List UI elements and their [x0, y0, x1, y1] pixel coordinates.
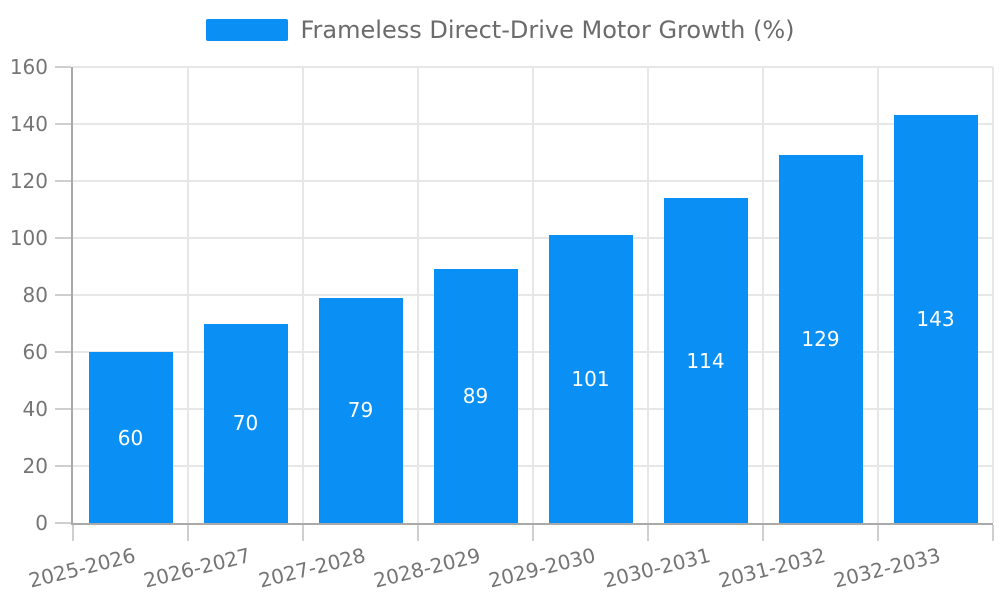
y-tick	[55, 351, 71, 353]
x-tick-label: 2029-2030	[486, 543, 599, 593]
bar: 129	[778, 155, 863, 523]
plot-area: 0 20 40 60 80 100 120 140 160 60 70 79 89 101 114 129 14…	[10, 56, 994, 593]
y-gridline	[73, 408, 993, 410]
y-gridline	[73, 465, 993, 467]
y-tick	[55, 180, 71, 182]
bar: 114	[663, 198, 748, 523]
x-tick	[72, 525, 74, 541]
y-gridline	[73, 66, 993, 68]
y-tick	[55, 66, 71, 68]
y-gridline	[73, 237, 993, 239]
bar-value-label: 101	[571, 367, 610, 392]
y-tick	[55, 522, 71, 524]
bar: 89	[433, 269, 518, 523]
bar-value-label: 143	[916, 307, 955, 332]
bar: 143	[893, 115, 978, 523]
x-tick	[187, 525, 189, 541]
y-gridline	[73, 180, 993, 182]
y-axis-line	[71, 67, 73, 525]
x-tick-label: 2028-2029	[371, 543, 484, 593]
y-tick	[55, 294, 71, 296]
bar: 70	[203, 323, 288, 523]
bar-value-label: 129	[801, 327, 840, 352]
y-gridline	[73, 294, 993, 296]
y-tick	[55, 123, 71, 125]
x-tick	[992, 525, 994, 541]
y-tick-label: 60	[22, 340, 48, 364]
y-gridline	[73, 123, 993, 125]
x-tick	[302, 525, 304, 541]
y-tick	[55, 237, 71, 239]
x-tick-label: 2027-2028	[256, 543, 369, 593]
x-tick	[877, 525, 879, 541]
x-tick-label: 2032-2033	[831, 543, 944, 593]
y-tick-label: 160	[9, 55, 48, 79]
y-gridline	[73, 351, 993, 353]
bar-value-label: 89	[462, 384, 489, 409]
bar-value-label: 114	[686, 348, 725, 373]
bar-value-label: 60	[117, 425, 144, 450]
y-tick	[55, 465, 71, 467]
bar-value-label: 79	[347, 398, 374, 423]
bar: 60	[88, 352, 173, 523]
y-tick-label: 40	[22, 397, 48, 421]
x-tick	[417, 525, 419, 541]
chart-legend[interactable]: Frameless Direct-Drive Motor Growth (%)	[0, 16, 1000, 44]
x-axis-line	[71, 523, 993, 525]
y-tick-label: 100	[9, 226, 48, 250]
x-tick-label: 2030-2031	[601, 543, 714, 593]
bar: 79	[318, 297, 403, 523]
y-tick-label: 120	[9, 169, 48, 193]
y-tick-label: 0	[35, 511, 48, 535]
bar-value-label: 70	[232, 411, 259, 436]
legend-label: Frameless Direct-Drive Motor Growth (%)	[300, 16, 795, 44]
x-tick	[762, 525, 764, 541]
x-tick-label: 2026-2027	[141, 543, 254, 593]
x-tick-label: 2025-2026	[26, 543, 139, 593]
bar: 101	[548, 235, 633, 523]
y-tick-label: 140	[9, 112, 48, 136]
x-tick	[647, 525, 649, 541]
y-tick-label: 20	[22, 454, 48, 478]
y-tick-label: 80	[22, 283, 48, 307]
x-gridline	[992, 67, 994, 523]
x-tick	[532, 525, 534, 541]
legend-swatch	[205, 19, 288, 41]
y-tick	[55, 408, 71, 410]
x-tick-label: 2031-2032	[716, 543, 829, 593]
